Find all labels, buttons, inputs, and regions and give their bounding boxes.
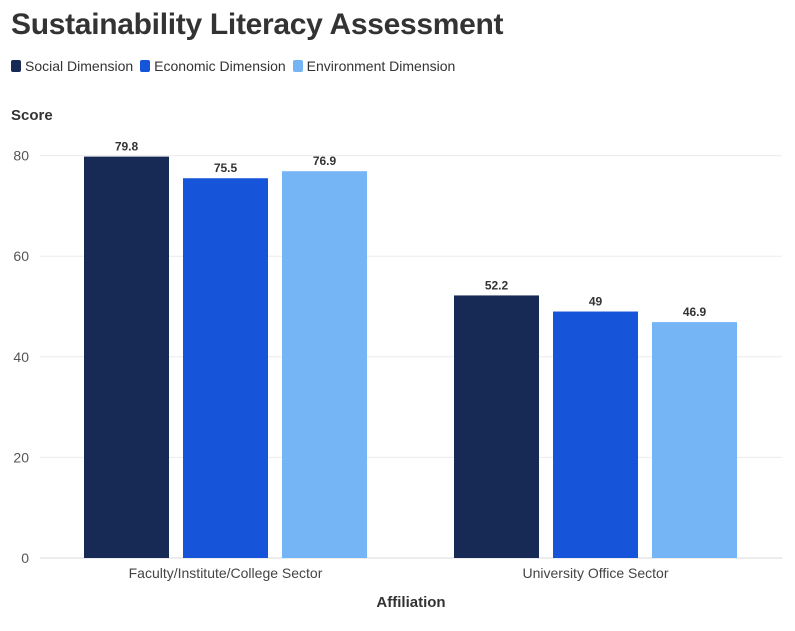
x-tick-label: University Office Sector (522, 565, 668, 581)
legend-label-economic: Economic Dimension (154, 58, 286, 74)
y-tick-label: 0 (21, 550, 29, 566)
y-axis-title: Score (11, 107, 53, 124)
data-label: 46.9 (683, 305, 707, 319)
legend-label-environment: Environment Dimension (306, 58, 456, 74)
bars (84, 156, 737, 559)
bar-environment-dimension-1[interactable] (282, 171, 367, 558)
legend-swatch-economic (140, 60, 151, 72)
y-tick-label: 60 (13, 248, 29, 264)
data-label: 49 (589, 295, 603, 309)
bar-economic-dimension-2[interactable] (553, 311, 638, 558)
bar-social-dimension-2[interactable] (454, 295, 539, 558)
data-label: 76.9 (313, 154, 337, 168)
x-tick-label: Faculty/Institute/College Sector (129, 565, 323, 581)
data-label: 79.8 (115, 140, 139, 154)
x-axis-title: Affiliation (376, 594, 445, 611)
legend: Social Dimension Economic Dimension Envi… (11, 58, 462, 74)
legend-swatch-environment (292, 60, 303, 72)
bar-social-dimension-1[interactable] (84, 156, 169, 558)
y-tick-label: 20 (13, 449, 29, 465)
legend-item-environment[interactable]: Environment Dimension (292, 58, 456, 74)
legend-label-social: Social Dimension (25, 58, 134, 74)
chart-title: Sustainability Literacy Assessment (11, 8, 504, 41)
data-label: 75.5 (214, 161, 238, 175)
bar-environment-dimension-2[interactable] (652, 322, 737, 558)
y-tick-label: 40 (13, 349, 29, 365)
legend-swatch-social (11, 60, 21, 72)
y-tick-label: 80 (13, 148, 29, 164)
legend-item-economic[interactable]: Economic Dimension (140, 58, 286, 74)
data-labels: 79.8 75.5 76.9 52.2 49 46.9 (115, 140, 707, 319)
data-label: 52.2 (485, 278, 509, 292)
x-axis-ticks: Faculty/Institute/College Sector Universi… (129, 565, 669, 581)
legend-item-social[interactable]: Social Dimension (11, 58, 133, 74)
bar-economic-dimension-1[interactable] (183, 178, 268, 559)
